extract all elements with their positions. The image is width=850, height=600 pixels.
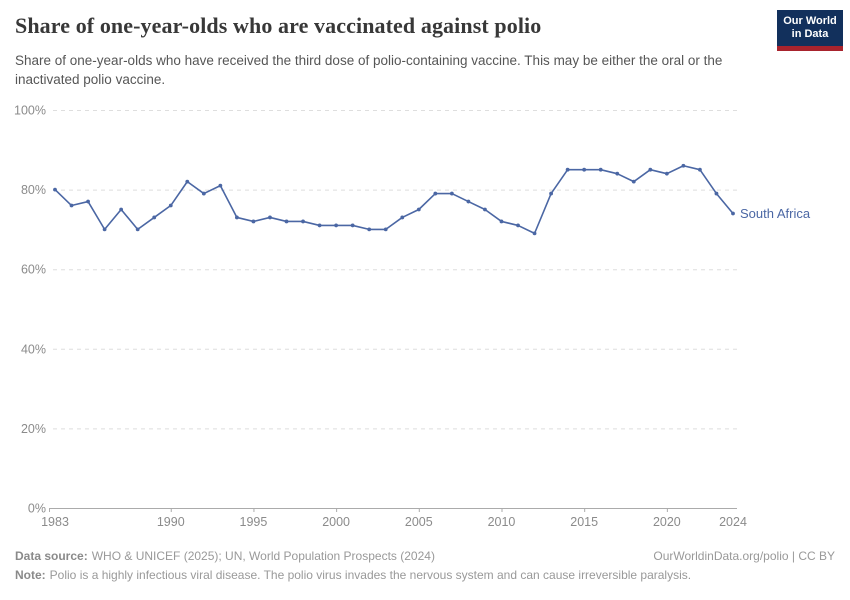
data-point[interactable]	[648, 167, 653, 172]
data-point[interactable]	[185, 179, 190, 184]
x-axis-tick-label: 1995	[240, 515, 268, 529]
page-title: Share of one-year-olds who are vaccinate…	[15, 13, 542, 38]
note-line: Note: Polio is a highly infectious viral …	[15, 566, 835, 585]
data-point[interactable]	[499, 219, 504, 224]
data-point[interactable]	[86, 199, 90, 204]
data-point[interactable]	[598, 167, 603, 172]
data-point[interactable]	[549, 191, 553, 196]
data-source-label: Data source:	[15, 549, 88, 563]
series-end-label[interactable]: South Africa	[740, 206, 811, 221]
data-point[interactable]	[334, 223, 339, 228]
data-point[interactable]	[119, 207, 124, 212]
data-point[interactable]	[698, 167, 702, 172]
data-point[interactable]	[135, 227, 140, 232]
owid-cc-link[interactable]: OurWorldinData.org/polio | CC BY	[653, 549, 835, 563]
data-point[interactable]	[268, 215, 272, 220]
data-source-text: WHO & UNICEF (2025); UN, World Populatio…	[91, 549, 435, 563]
owid-logo-line1: Our World	[783, 15, 837, 27]
x-axis-tick-label: 1990	[157, 515, 185, 529]
data-point[interactable]	[168, 203, 173, 208]
data-point[interactable]	[449, 191, 454, 196]
y-axis-tick-label: 80%	[21, 183, 46, 197]
data-point[interactable]	[582, 167, 587, 172]
owid-logo-line2: in Data	[791, 28, 829, 40]
line-chart: 0% 20% 40% 60% 80% 100% 1983 1990 1995 2000 2005 20…	[14, 104, 811, 530]
data-point[interactable]	[731, 211, 735, 216]
data-point[interactable]	[53, 187, 57, 192]
data-point[interactable]	[631, 179, 636, 184]
data-point[interactable]	[152, 215, 157, 220]
data-point[interactable]	[416, 207, 421, 212]
y-axis-tick-label: 0%	[28, 502, 46, 516]
data-source-line: Data source: WHO & UNICEF (2025); UN, Wor…	[15, 547, 435, 566]
data-point[interactable]	[201, 191, 206, 196]
data-point[interactable]	[466, 199, 471, 204]
data-point[interactable]	[383, 227, 388, 232]
x-axis-tick-label: 1983	[41, 515, 69, 529]
data-point[interactable]	[317, 223, 322, 228]
chart-area: 0% 20% 40% 60% 80% 100% 1983 1990 1995 2000 2005 20…	[0, 95, 850, 545]
data-point[interactable]	[714, 191, 719, 196]
trend-line	[54, 164, 734, 235]
data-point[interactable]	[565, 167, 570, 172]
y-axis-tick-label: 40%	[21, 342, 46, 356]
data-point[interactable]	[483, 207, 487, 212]
data-point[interactable]	[301, 219, 305, 224]
x-axis-tick-label: 2010	[488, 515, 516, 529]
note-label: Note:	[15, 568, 46, 582]
y-axis-tick-label: 100%	[14, 104, 46, 118]
x-axis-tick-label: 2024	[719, 515, 747, 529]
data-point[interactable]	[615, 171, 620, 176]
data-point[interactable]	[664, 171, 669, 176]
data-point[interactable]	[350, 223, 355, 228]
data-point[interactable]	[433, 191, 438, 196]
data-point[interactable]	[400, 215, 405, 220]
data-point[interactable]	[235, 215, 239, 220]
data-point[interactable]	[102, 227, 107, 232]
data-point[interactable]	[367, 227, 372, 232]
data-point[interactable]	[251, 219, 256, 224]
y-axis-tick-label: 60%	[21, 263, 46, 277]
data-point[interactable]	[284, 219, 289, 224]
x-axis-tick-label: 2000	[322, 515, 350, 529]
owid-logo[interactable]: Our World in Data	[777, 10, 843, 51]
y-axis-tick-label: 20%	[21, 422, 46, 436]
data-point[interactable]	[69, 203, 74, 208]
x-axis-tick-label: 2020	[653, 515, 681, 529]
data-point[interactable]	[516, 223, 520, 228]
chart-subtitle: Share of one-year-olds who have received…	[15, 53, 723, 88]
note-text: Polio is a highly infectious viral disea…	[49, 568, 692, 582]
data-point[interactable]	[532, 231, 537, 236]
chart-footer: Data source: WHO & UNICEF (2025); UN, Wor…	[15, 547, 835, 585]
data-point[interactable]	[218, 183, 223, 188]
x-axis-tick-label: 2005	[405, 515, 433, 529]
x-axis-tick-label: 2015	[570, 515, 598, 529]
data-point[interactable]	[681, 163, 686, 168]
